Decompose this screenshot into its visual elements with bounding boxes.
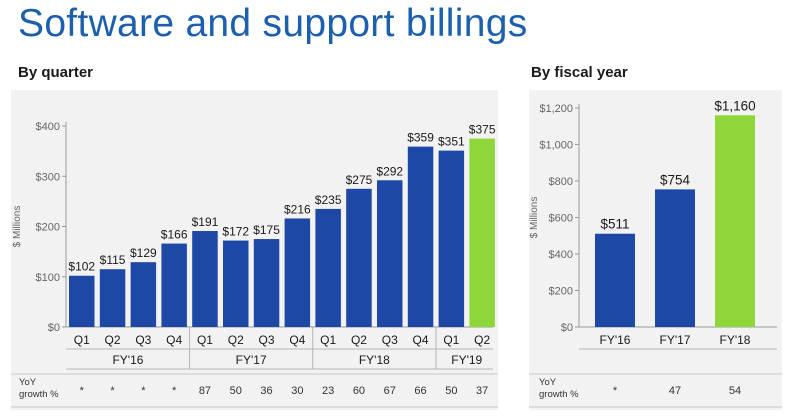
x-group-label: FY'19: [451, 353, 482, 367]
y-tick-label: $100: [36, 272, 60, 284]
bar: [469, 138, 495, 327]
y-tick-label: $0: [561, 322, 573, 334]
bar: [346, 188, 372, 327]
bar: [315, 208, 341, 327]
x-category-label: FY'16: [600, 333, 631, 347]
x-category-label: Q3: [135, 333, 151, 347]
bar-value-label: $235: [315, 193, 342, 207]
bar: [161, 243, 187, 327]
bar: [407, 146, 434, 327]
bar-value-label: $359: [407, 131, 434, 145]
growth-value: 23: [322, 385, 334, 397]
page-title: Software and support billings: [18, 2, 528, 45]
growth-row-label-line2: growth %: [539, 389, 579, 400]
growth-value: 50: [445, 385, 457, 397]
bar: [715, 115, 755, 327]
bar: [69, 275, 95, 327]
growth-value: 37: [476, 385, 488, 397]
x-category-label: Q4: [413, 333, 429, 347]
x-category-label: Q1: [443, 333, 459, 347]
growth-value: *: [141, 385, 146, 397]
growth-value: 66: [414, 385, 426, 397]
fiscal-chart-panel: $0 $200 $400 $600 $800 $1,000 $1,200 $ Millions…: [529, 90, 782, 410]
bar-value-label: $1,160: [714, 98, 755, 113]
x-category-label: Q3: [382, 333, 398, 347]
bar-value-label: $191: [192, 215, 219, 229]
y-axis-unit-label: $ Millions: [529, 197, 540, 239]
bar-value-label: $166: [161, 228, 188, 242]
bar: [253, 239, 280, 327]
bar: [284, 218, 311, 327]
quarter-chart: $0 $100 $200 $300 $400 $ Millions $102 $115 $129…: [11, 121, 498, 408]
bar-value-label: $216: [284, 202, 311, 216]
y-tick-label: $400: [549, 249, 573, 261]
x-category-label: Q1: [74, 333, 90, 347]
bar: [130, 262, 157, 327]
x-category-label: Q2: [228, 333, 244, 347]
bar-value-label: $275: [346, 173, 373, 187]
growth-value: *: [80, 385, 85, 397]
y-axis-unit-label: $ Millions: [12, 206, 23, 248]
growth-row-label-line2: growth %: [19, 389, 59, 400]
y-tick-label: $200: [36, 222, 60, 234]
x-category-label: Q4: [166, 333, 182, 347]
y-tick-label: $600: [549, 213, 573, 225]
growth-row-label-line1: YoY: [539, 377, 557, 388]
fiscal-chart-title: By fiscal year: [531, 64, 628, 81]
bar-value-label: $102: [68, 260, 95, 274]
bar-value-label: $351: [438, 135, 465, 149]
growth-value: 36: [260, 385, 272, 397]
bar-value-label: $754: [660, 172, 691, 187]
growth-value: *: [172, 385, 177, 397]
y-tick-label: $300: [36, 171, 60, 183]
x-group-label: FY'17: [236, 353, 267, 367]
bar-value-label: $175: [253, 223, 280, 237]
x-category-label: Q2: [105, 333, 121, 347]
y-tick-label: $400: [36, 121, 60, 133]
bar-value-label: $511: [600, 217, 629, 232]
growth-value: 67: [384, 385, 396, 397]
x-category-label: FY'17: [660, 333, 691, 347]
bar-value-label: $115: [100, 253, 126, 267]
bar: [595, 233, 635, 327]
bar-value-label: $292: [376, 164, 403, 178]
bar: [655, 189, 695, 327]
x-category-label: Q2: [351, 333, 367, 347]
growth-value: 50: [230, 385, 242, 397]
x-category-label: FY'18: [720, 333, 751, 347]
y-tick-label: $800: [549, 176, 573, 188]
quarter-chart-title: By quarter: [18, 64, 94, 81]
bar: [99, 269, 126, 327]
x-category-label: Q4: [289, 333, 305, 347]
growth-row-label-line1: YoY: [19, 377, 37, 388]
x-category-label: Q1: [197, 333, 213, 347]
y-tick-label: $200: [549, 286, 573, 298]
x-category-label: Q1: [320, 333, 336, 347]
growth-value: *: [110, 385, 115, 397]
bar: [192, 231, 218, 327]
growth-value: 54: [729, 385, 741, 397]
x-group-label: FY'16: [112, 353, 143, 367]
growth-value: 60: [353, 385, 365, 397]
x-category-label: Q3: [259, 333, 275, 347]
bar: [223, 240, 249, 327]
fiscal-chart: $0 $200 $400 $600 $800 $1,000 $1,200 $ Millions…: [529, 98, 782, 408]
x-group-label: FY'18: [359, 353, 390, 367]
growth-value: 30: [291, 385, 303, 397]
quarter-chart-panel: $0 $100 $200 $300 $400 $ Millions $102 $115 $129…: [11, 90, 498, 410]
y-tick-label: $1,200: [539, 103, 573, 115]
growth-value: *: [613, 385, 618, 397]
bar: [438, 150, 465, 327]
growth-value: 87: [199, 385, 211, 397]
growth-value: 47: [669, 385, 681, 397]
bar: [377, 180, 403, 327]
bar-value-label: $172: [222, 225, 249, 239]
bar-value-label: $129: [130, 246, 157, 260]
y-tick-label: $0: [48, 322, 60, 334]
bar-value-label: $375: [469, 123, 496, 137]
y-tick-label: $1,000: [539, 140, 573, 152]
x-category-label: Q2: [474, 333, 490, 347]
